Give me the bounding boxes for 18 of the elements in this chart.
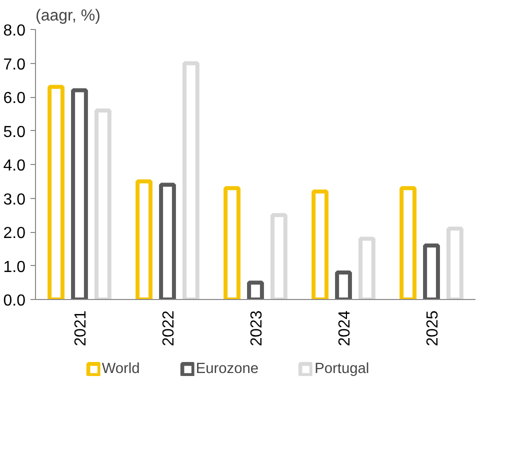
legend-label: Eurozone <box>196 361 259 377</box>
y-tick-label: 7.0 <box>3 56 26 74</box>
y-tick-label: 8.0 <box>3 22 26 40</box>
y-axis-title: (aagr, %) <box>36 8 100 24</box>
y-tick-label: 2.0 <box>3 225 26 242</box>
y-tick-label: 4.0 <box>3 158 26 174</box>
x-tick-label: 2022 <box>160 310 178 346</box>
legend-label: World <box>102 361 140 377</box>
x-tick-label: 2021 <box>72 310 90 346</box>
y-tick-label: 5.0 <box>3 124 26 141</box>
x-tick-label: 2024 <box>336 310 354 346</box>
y-tick-label: 6.0 <box>3 90 26 107</box>
y-tick-label: 1.0 <box>3 258 26 276</box>
x-tick-label: 2023 <box>248 310 266 346</box>
legend-label: Portugal <box>314 361 370 377</box>
x-tick-label: 2025 <box>424 310 442 346</box>
y-tick-label: 3.0 <box>3 191 26 208</box>
y-tick-label: 0.0 <box>3 292 26 310</box>
